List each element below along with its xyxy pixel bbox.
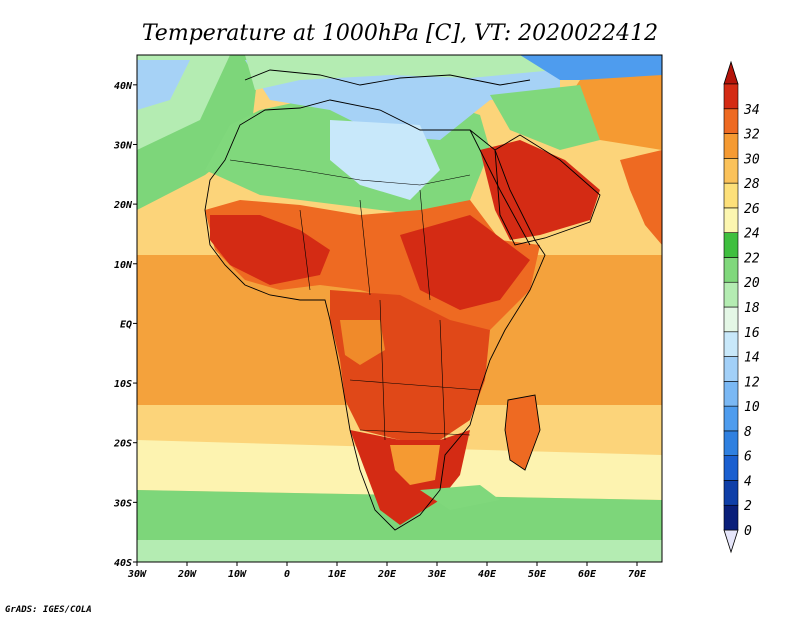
coastlines xyxy=(204,69,601,531)
x-tick-label: 40E xyxy=(478,569,497,580)
colorbar-label: 14 xyxy=(744,351,760,366)
middle-east-green xyxy=(490,85,600,150)
saharan-light xyxy=(330,120,440,200)
colorbar-swatch xyxy=(723,281,739,308)
map-title: Temperature at 1000hPa [C], VT: 20200224… xyxy=(142,21,658,46)
colorbar-label: 20 xyxy=(744,276,760,291)
y-tick-label: 20S xyxy=(113,439,132,450)
colorbar-label: 10 xyxy=(744,400,760,415)
x-tick-label: 60E xyxy=(578,569,597,580)
colorbar-label: 4 xyxy=(744,474,752,489)
colorbar-label: 16 xyxy=(744,326,760,341)
x-tick-label: 20W xyxy=(177,569,197,580)
colorbar-label: 12 xyxy=(744,375,760,390)
colorbar-swatch xyxy=(723,405,739,432)
y-tick-label: EQ xyxy=(120,319,132,330)
colorbar-label: 26 xyxy=(744,202,760,217)
colorbar-over-triangle xyxy=(723,60,739,85)
colorbar-label: 34 xyxy=(743,103,760,118)
colorbar-swatch xyxy=(723,108,739,134)
colorbar-label: 0 xyxy=(744,524,752,539)
colorbar-swatch xyxy=(723,504,739,531)
x-tick-label: 10E xyxy=(328,569,347,580)
y-tick-label: 30S xyxy=(113,498,132,509)
colorbar-swatch xyxy=(723,207,739,233)
africa-coastline xyxy=(204,99,546,531)
colorbar-label: 22 xyxy=(744,251,760,266)
colorbar-label: 24 xyxy=(744,227,760,242)
colorbar-label: 8 xyxy=(744,425,752,440)
west-africa-hot xyxy=(210,215,330,285)
colorbar-label: 2 xyxy=(744,499,752,514)
colorbar-label: 32 xyxy=(743,128,760,143)
colorbar-swatch xyxy=(723,306,739,333)
colorbar-swatch xyxy=(723,356,739,382)
colorbar-swatch xyxy=(723,182,739,209)
middle-east-warm xyxy=(560,75,662,150)
colorbar-label: 18 xyxy=(744,301,760,316)
arabia-hot xyxy=(480,140,600,240)
colorbar-swatch xyxy=(723,83,739,110)
y-axis: 40N 30N 20N 10N EQ 10S 20S 30S 40S xyxy=(113,81,137,569)
madagascar xyxy=(505,395,540,470)
southern-ocean-light-band xyxy=(137,540,662,562)
y-tick-label: 20N xyxy=(113,200,133,211)
y-tick-label: 40S xyxy=(114,558,132,569)
x-axis: 30W 20W 10W 0 10E 20E 30E 40E 50E 60E 70E xyxy=(127,562,647,580)
y-tick-label: 40N xyxy=(114,81,133,92)
india-hot xyxy=(620,150,662,245)
colorbar-under-triangle xyxy=(723,529,739,554)
x-tick-label: 30E xyxy=(427,569,447,580)
red-sea xyxy=(469,129,531,246)
colorbar-swatch xyxy=(723,133,739,159)
north-atlantic-cool xyxy=(137,60,190,110)
colorbar-label: 28 xyxy=(744,177,760,192)
colorbar-swatch xyxy=(723,480,739,506)
inland-borders xyxy=(229,159,481,441)
arabia-coastline xyxy=(494,134,601,246)
x-tick-label: 30W xyxy=(127,569,147,580)
madagascar-coastline xyxy=(504,394,541,471)
x-tick-label: 50E xyxy=(528,569,547,580)
map-panel xyxy=(136,54,663,563)
y-tick-label: 10S xyxy=(114,379,132,390)
y-tick-label: 30N xyxy=(113,140,133,151)
south-africa-coast-green xyxy=(420,485,500,510)
credit-label: GrADS: IGES/COLA xyxy=(5,605,92,615)
colorbar-swatch xyxy=(723,257,739,283)
congo-warm xyxy=(340,320,385,365)
x-tick-label: 0 xyxy=(284,569,290,580)
x-tick-label: 10W xyxy=(228,569,247,580)
colorbar-swatch xyxy=(723,381,739,407)
x-tick-label: 70E xyxy=(628,569,647,580)
colorbar-label: 30 xyxy=(743,152,760,167)
europe-green xyxy=(245,55,560,90)
colorbar-swatch xyxy=(723,232,739,258)
east-africa-hot xyxy=(400,215,530,310)
east-europe-blue xyxy=(520,55,662,80)
x-tick-label: 20E xyxy=(377,569,397,580)
colorbar-swatch xyxy=(723,455,739,481)
colorbar-swatch xyxy=(723,430,739,456)
y-tick-label: 10N xyxy=(114,260,133,271)
southern-africa-warm xyxy=(390,445,440,485)
colorbar-swatch xyxy=(723,331,739,357)
europe-coastline xyxy=(244,69,531,86)
colorbar-label: 6 xyxy=(744,450,752,465)
colorbar-swatch xyxy=(723,158,739,184)
